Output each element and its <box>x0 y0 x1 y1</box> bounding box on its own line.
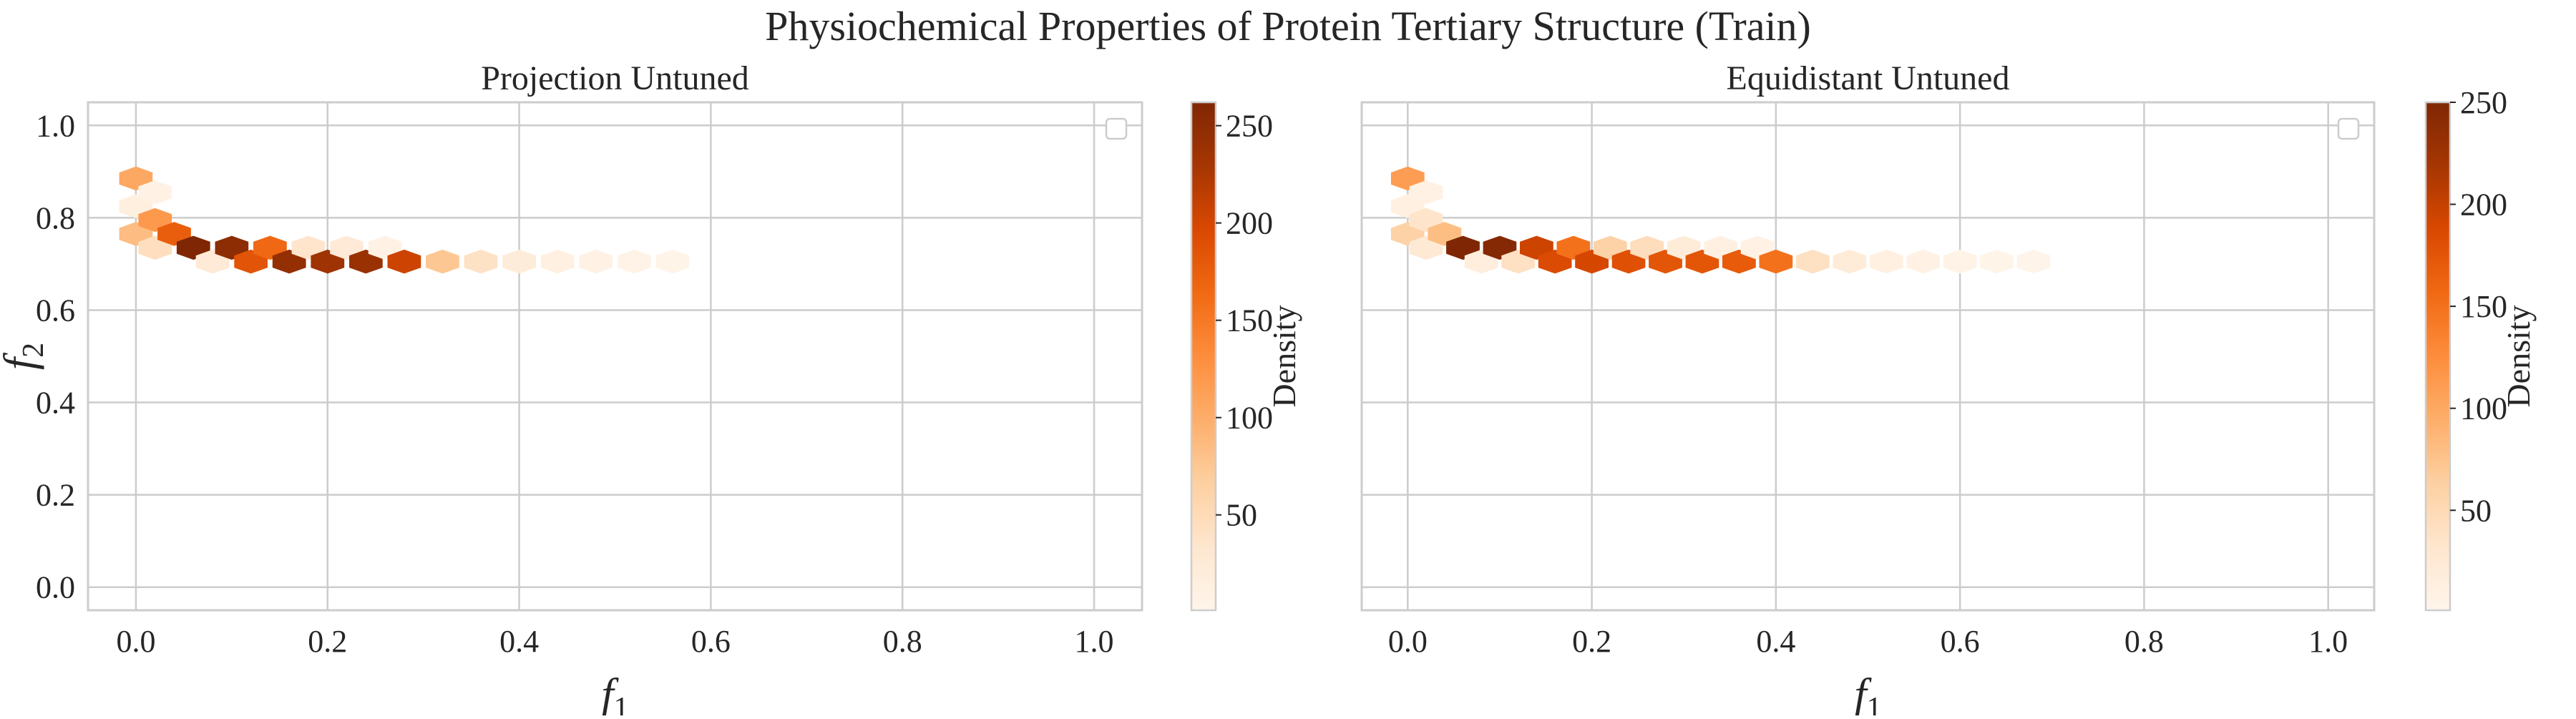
panel-title: Equidistant Untuned <box>1727 59 2010 97</box>
x-tick-label: 0.4 <box>1756 624 1795 659</box>
legend-box <box>1105 117 1128 140</box>
x-tick-label: 1.0 <box>2308 624 2348 659</box>
colorbar <box>1190 101 1217 612</box>
colorbar-label: Density <box>1266 305 1302 407</box>
hexbin-cell <box>1409 180 1443 205</box>
y-tick-label: 0.2 <box>36 478 75 513</box>
hexbin-cell <box>387 249 421 274</box>
hexbin-cell <box>1833 249 1867 274</box>
colorbar-tick-label: 250 <box>1226 109 1273 144</box>
hexbin-cell <box>1869 249 1903 274</box>
colorbar-tick-label: 150 <box>2460 289 2507 324</box>
y-tick-label: 0.0 <box>36 570 75 605</box>
x-axis-label: f1 <box>1854 670 1881 715</box>
colorbar-tick-label: 50 <box>1226 498 1257 533</box>
x-tick-label: 0.2 <box>1572 624 1611 659</box>
panel-title: Projection Untuned <box>481 59 749 97</box>
plot-frame <box>1360 101 2376 612</box>
hexbin-cell <box>502 249 536 274</box>
x-tick-label: 0.8 <box>2124 624 2164 659</box>
plot-frame <box>87 101 1143 612</box>
legend-box <box>2337 117 2360 140</box>
x-tick-label: 0.6 <box>691 624 731 659</box>
colorbar-tick-label: 150 <box>1226 303 1273 338</box>
colorbar-tick-label: 200 <box>1226 206 1273 241</box>
hexbin-cell <box>1943 249 1977 274</box>
y-tick-label: 1.0 <box>36 108 75 143</box>
colorbar-tick-label: 100 <box>2460 391 2507 426</box>
hexbin-cell <box>2016 249 2051 274</box>
x-tick-label: 0.4 <box>499 624 539 659</box>
x-tick-label: 1.0 <box>1075 624 1114 659</box>
y-tick-label: 0.8 <box>36 200 75 235</box>
panel-2: 0.0 0.2 0.4 0.6 0.8 1.0 Equidistant Untuned f1 5… <box>1360 59 2537 719</box>
hexbin-cell <box>617 249 651 274</box>
hexbin-cell <box>464 249 498 274</box>
y-tick-label: 0.6 <box>36 293 75 328</box>
x-tick-label: 0.0 <box>116 624 155 659</box>
panel-1: 0.0 0.2 0.4 0.6 0.8 1.0 0.0 0.2 0.4 0.6 0.8 1.0 Proj… <box>0 59 1302 719</box>
colorbar-tick-label: 200 <box>2460 187 2507 222</box>
hexbin-cell <box>655 249 690 274</box>
hexbin-cell <box>579 249 613 274</box>
x-tick-label: 0.0 <box>1388 624 1428 659</box>
hexbin-cell <box>1980 249 2014 274</box>
colorbar-tick-label: 50 <box>2460 493 2492 528</box>
colorbar-tick-label: 100 <box>1226 401 1273 436</box>
y-axis-label: f2 <box>0 343 50 370</box>
colorbar-label: Density <box>2500 305 2537 407</box>
figure-title: Physiochemical Properties of Protein Ter… <box>765 3 1811 49</box>
x-tick-label: 0.8 <box>883 624 922 659</box>
x-tick-label: 0.6 <box>1941 624 1980 659</box>
y-tick-label: 0.4 <box>36 386 75 421</box>
hexbin-cell <box>1906 249 1941 274</box>
hexbin-cell <box>138 180 172 205</box>
x-axis-label: f1 <box>601 670 628 715</box>
hexbin-cell <box>1795 249 1830 274</box>
x-tick-label: 0.2 <box>308 624 347 659</box>
hexbin-cell <box>540 249 575 274</box>
colorbar <box>2424 101 2451 612</box>
colorbar-tick-label: 250 <box>2460 85 2507 120</box>
hexbin-cell <box>426 249 459 274</box>
hexbin-cell <box>1759 249 1793 274</box>
